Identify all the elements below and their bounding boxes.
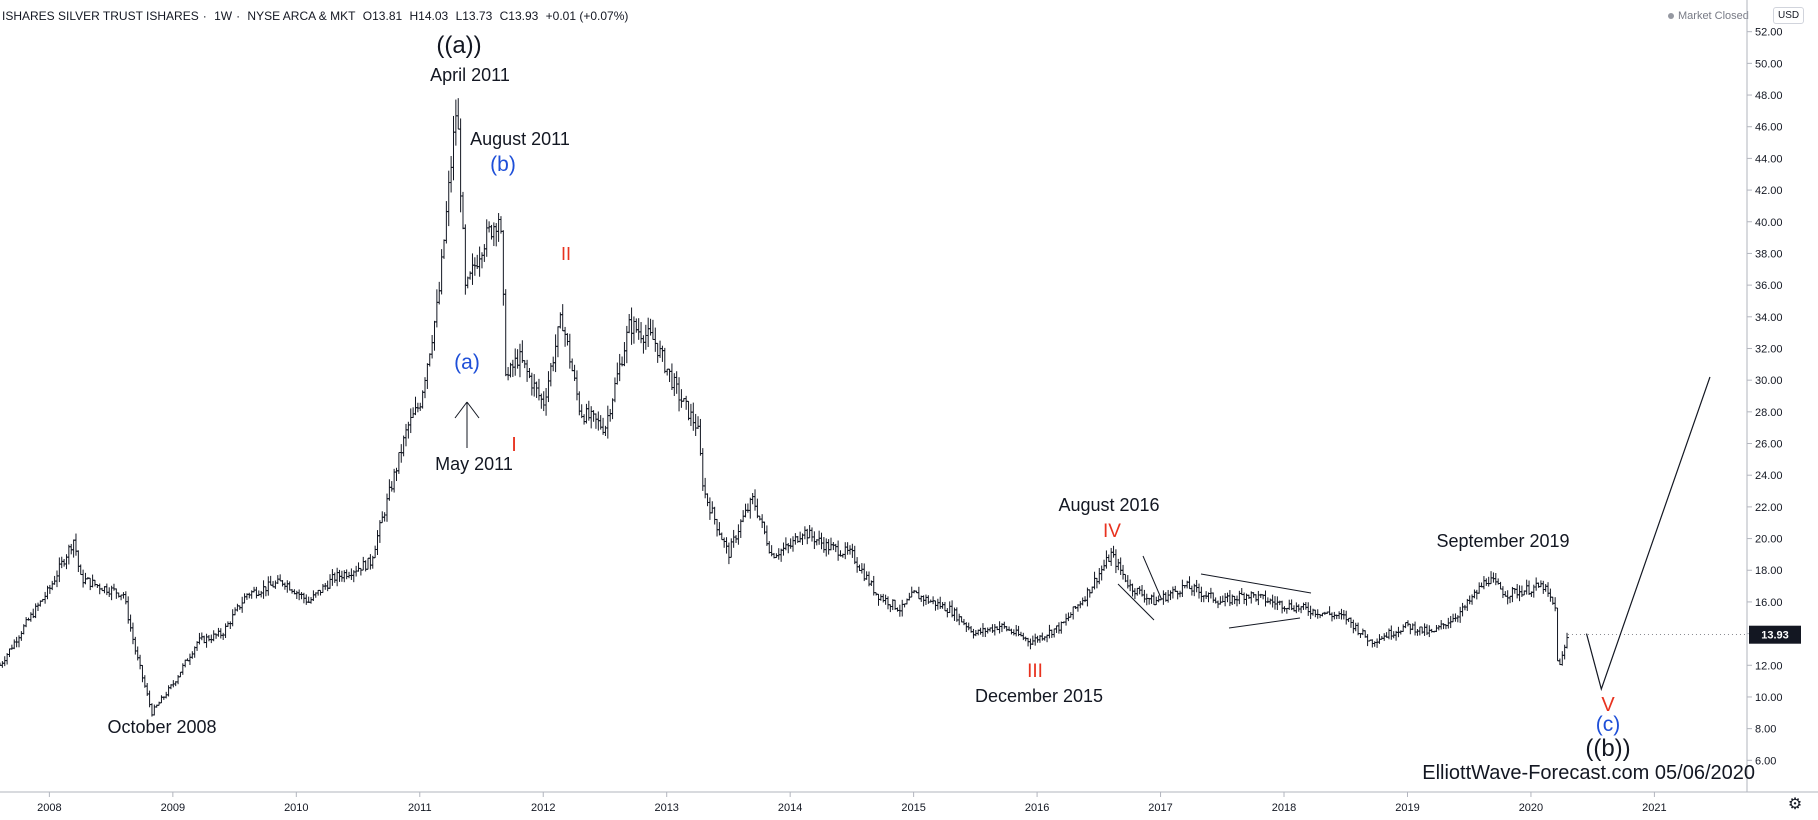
time-tick-label: 2020 bbox=[1519, 802, 1543, 814]
price-tick-label: 18.00 bbox=[1755, 565, 1783, 577]
time-tick-label: 2018 bbox=[1272, 802, 1296, 814]
price-tick-label: 46.00 bbox=[1755, 122, 1783, 134]
market-status-text: Market Closed bbox=[1678, 10, 1749, 22]
wave-label-ii: II bbox=[561, 244, 571, 264]
label-december-2015: December 2015 bbox=[975, 686, 1103, 706]
projection bbox=[1567, 376, 1747, 692]
status-dot-icon bbox=[1668, 13, 1674, 20]
time-axis[interactable]: 2008 2009 2010 2011 2012 2013 2014 2015 2016 2017… bbox=[37, 792, 1667, 814]
gear-icon[interactable]: ⚙ bbox=[1787, 796, 1803, 813]
chart-header: ISHARES SILVER TRUST ISHARES · 1W · NYSE A… bbox=[2, 9, 629, 23]
price-tick-label: 10.00 bbox=[1755, 692, 1783, 704]
triangle-lower-line bbox=[1228, 617, 1301, 629]
symbol-name[interactable]: ISHARES SILVER TRUST ISHARES bbox=[2, 9, 199, 23]
time-tick-label: 2011 bbox=[408, 802, 432, 814]
watermark: ElliottWave-Forecast.com 05/06/2020 bbox=[1422, 762, 1755, 784]
trendline-drawings bbox=[454, 401, 1312, 629]
triangle-upper-line bbox=[1200, 573, 1312, 594]
high-value: H14.03 bbox=[409, 9, 449, 23]
price-tick-label: 26.00 bbox=[1755, 439, 1783, 451]
time-tick-label: 2013 bbox=[654, 802, 678, 814]
label-april-2011: April 2011 bbox=[430, 65, 510, 85]
price-tick-label: 44.00 bbox=[1755, 153, 1783, 165]
label-october-2008: October 2008 bbox=[107, 717, 216, 737]
price-tick-label: 20.00 bbox=[1755, 534, 1783, 546]
price-tick-label: 52.00 bbox=[1755, 27, 1783, 39]
price-bars bbox=[0, 98, 1570, 717]
price-tick-label: 30.00 bbox=[1755, 375, 1783, 387]
arrow-left-icon bbox=[454, 401, 468, 419]
wedge-upper-line bbox=[1142, 555, 1162, 599]
last-price-label: 13.93 bbox=[1761, 630, 1789, 642]
label-august-2016: August 2016 bbox=[1058, 495, 1159, 515]
wave-label-i: I bbox=[511, 434, 517, 456]
price-tick-label: 6.00 bbox=[1755, 755, 1776, 767]
wave-label-iv: IV bbox=[1103, 521, 1121, 542]
price-tick-label: 12.00 bbox=[1755, 660, 1783, 672]
label-august-2011: August 2011 bbox=[470, 129, 570, 149]
exchange: NYSE ARCA & MKT bbox=[247, 9, 356, 23]
price-tick-label: 38.00 bbox=[1755, 248, 1783, 260]
change-value: +0.01 (+0.07%) bbox=[545, 9, 629, 23]
last-price-tag: 13.93 bbox=[1749, 625, 1801, 644]
time-tick-label: 2015 bbox=[901, 802, 925, 814]
wave-label-bb: ((b)) bbox=[1585, 735, 1630, 762]
wave-label-c: (c) bbox=[1596, 713, 1621, 736]
axes bbox=[0, 0, 1818, 793]
wave-label-a: (a) bbox=[454, 351, 480, 374]
price-tick-label: 22.00 bbox=[1755, 502, 1783, 514]
low-value: L13.73 bbox=[455, 9, 493, 23]
price-tick-label: 8.00 bbox=[1755, 724, 1776, 736]
time-tick-label: 2012 bbox=[531, 802, 555, 814]
price-axis[interactable]: 6.008.0010.0012.0014.0016.0018.0020.0022… bbox=[1747, 27, 1783, 768]
arrow-right-icon bbox=[466, 401, 480, 419]
label-may-2011: May 2011 bbox=[435, 454, 513, 474]
wedge-lower-line bbox=[1117, 583, 1155, 621]
wave-label-b: (b) bbox=[490, 153, 516, 176]
price-tick-label: 16.00 bbox=[1755, 597, 1783, 609]
time-tick-label: 2016 bbox=[1025, 802, 1049, 814]
wave-label-v: V bbox=[1601, 694, 1615, 716]
label-september-2019: September 2019 bbox=[1436, 531, 1569, 551]
wave-label-iii: III bbox=[1027, 661, 1043, 682]
time-tick-label: 2014 bbox=[778, 802, 802, 814]
currency-button[interactable]: USD bbox=[1773, 7, 1805, 24]
price-tick-label: 24.00 bbox=[1755, 470, 1783, 482]
price-tick-label: 36.00 bbox=[1755, 280, 1783, 292]
price-tick-label: 50.00 bbox=[1755, 58, 1783, 70]
price-tick-label: 40.00 bbox=[1755, 217, 1783, 229]
open-value: O13.81 bbox=[362, 9, 403, 23]
time-tick-label: 2017 bbox=[1148, 802, 1172, 814]
interval[interactable]: 1W bbox=[214, 9, 233, 23]
projection-line bbox=[1585, 376, 1711, 692]
time-tick-label: 2019 bbox=[1395, 802, 1419, 814]
time-tick-label: 2010 bbox=[284, 802, 308, 814]
last-price-box bbox=[1749, 625, 1801, 644]
price-tick-label: 32.00 bbox=[1755, 343, 1783, 355]
close-value: C13.93 bbox=[499, 9, 539, 23]
wave-label-aa: ((a)) bbox=[436, 32, 481, 59]
time-tick-label: 2008 bbox=[37, 802, 61, 814]
market-status: Market Closed bbox=[1668, 10, 1749, 22]
price-tick-label: 34.00 bbox=[1755, 312, 1783, 324]
wave-labels: ((a)) April 2011 August 2011 (b) II (a) … bbox=[107, 32, 1630, 762]
price-tick-label: 28.00 bbox=[1755, 407, 1783, 419]
price-tick-label: 42.00 bbox=[1755, 185, 1783, 197]
time-tick-label: 2021 bbox=[1642, 802, 1666, 814]
time-tick-label: 2009 bbox=[161, 802, 185, 814]
price-tick-label: 48.00 bbox=[1755, 90, 1783, 102]
